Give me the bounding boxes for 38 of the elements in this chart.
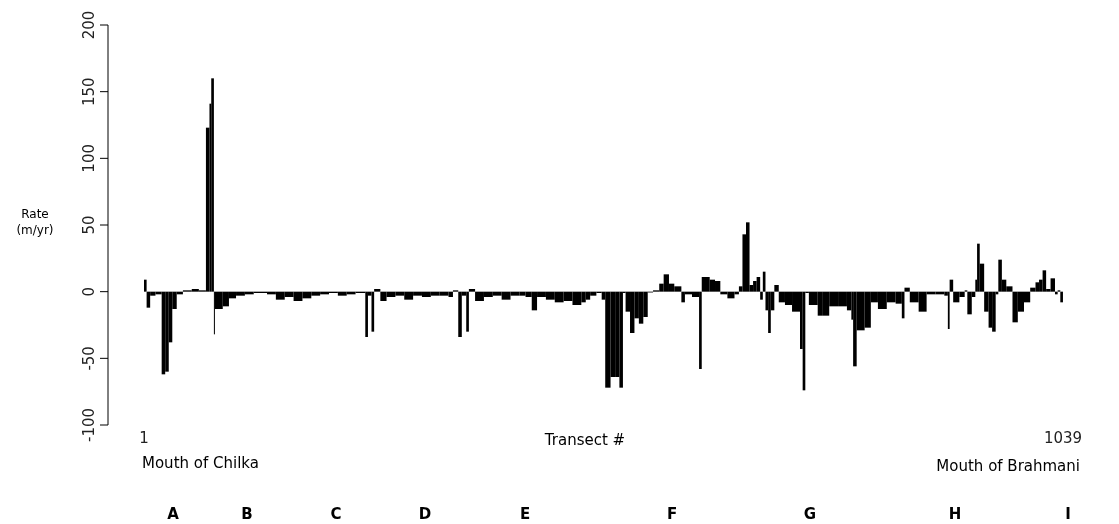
y-tick-label: 100: [80, 144, 98, 173]
bar: [774, 285, 779, 292]
text: F: [666, 505, 678, 523]
bar: [458, 291, 462, 337]
text: Mouth of Brahmani: [936, 457, 1080, 475]
text: G: [803, 505, 817, 523]
y-tick-label: 50: [80, 215, 98, 235]
bar: [746, 222, 750, 292]
y-axis-title: Rate (m/yr): [15, 206, 55, 238]
text: C: [330, 505, 342, 523]
bar: [468, 289, 476, 292]
bar: [630, 291, 635, 333]
bar: [904, 287, 910, 292]
bar: [1050, 278, 1055, 292]
y-tick-label: -50: [80, 346, 98, 371]
y-tick-label: 200: [80, 10, 98, 40]
x-axis-title: Transect #: [544, 431, 626, 449]
bar: [165, 291, 169, 372]
bar: [371, 291, 375, 332]
y-tick-label: 0: [80, 286, 98, 297]
text: B: [241, 505, 253, 523]
bar: [992, 291, 996, 332]
bar: [967, 291, 972, 315]
text: Mouth of Chilka: [142, 454, 259, 472]
bar: [638, 291, 644, 324]
y-tick-label: -100: [80, 407, 98, 443]
x-tick-label: 1: [139, 429, 149, 447]
text: H: [948, 505, 962, 523]
text: E: [519, 505, 531, 523]
bar: [998, 259, 1002, 292]
bar: [374, 289, 381, 292]
text: A: [167, 505, 179, 523]
x-tick-label: 1039: [1043, 429, 1083, 447]
text: D: [418, 505, 432, 523]
text: I: [1065, 505, 1071, 523]
y-tick-label: 150: [80, 77, 98, 106]
bar: [619, 291, 623, 388]
bar: [753, 281, 757, 292]
